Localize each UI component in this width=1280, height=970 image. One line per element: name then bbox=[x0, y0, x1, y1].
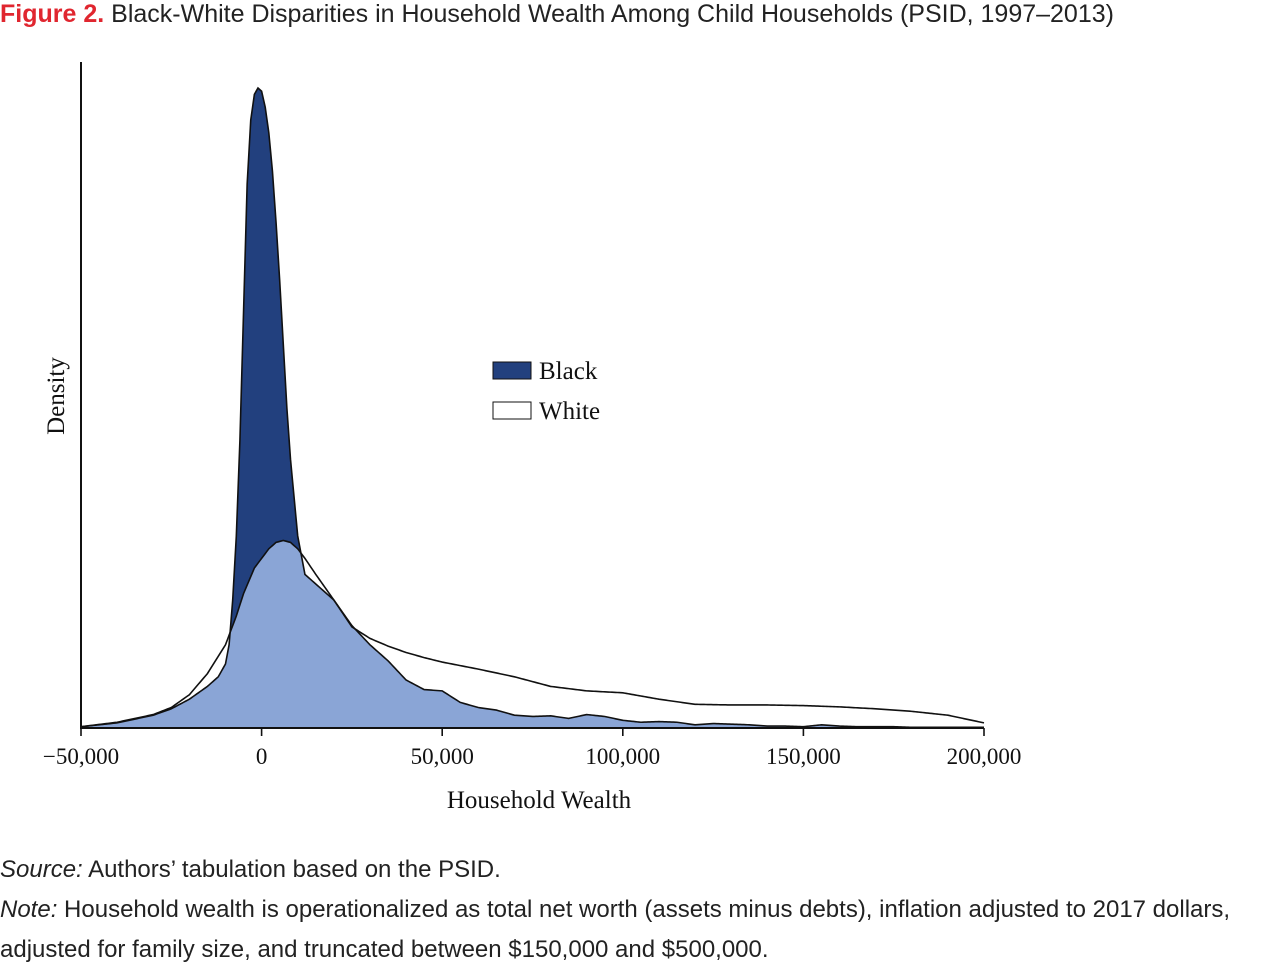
legend-label-white: White bbox=[539, 398, 600, 425]
legend-label-black: Black bbox=[539, 358, 598, 385]
x-tick-label: 50,000 bbox=[411, 744, 474, 769]
x-tick-label: 100,000 bbox=[585, 744, 660, 769]
x-tick-label: 150,000 bbox=[766, 744, 841, 769]
note-text: Household wealth is operationalized as t… bbox=[0, 896, 1231, 963]
black-density-area bbox=[81, 88, 984, 728]
density-chart: −50,000 0 50,000 100,000 150,000 200,000 Hous… bbox=[43, 62, 1021, 814]
source-lead: Source: bbox=[0, 856, 83, 883]
x-tick-label: −50,000 bbox=[43, 744, 119, 769]
figure-notes: Source: Authors’ tabulation based on the… bbox=[0, 850, 1280, 970]
legend-swatch-black bbox=[492, 361, 532, 380]
note-lead: Note: bbox=[0, 896, 58, 923]
x-axis-title: Household Wealth bbox=[447, 787, 632, 814]
method-note: Note: Household wealth is operationalize… bbox=[0, 890, 1280, 970]
source-text: Authors’ tabulation based on the PSID. bbox=[88, 856, 501, 883]
black-density-line bbox=[80, 86, 984, 729]
x-tick-label: 200,000 bbox=[947, 744, 1022, 769]
white-density-line bbox=[80, 539, 985, 728]
legend-swatch-white bbox=[492, 401, 532, 420]
figure-label: Figure 2. bbox=[0, 0, 105, 28]
y-axis-title: Density bbox=[43, 357, 70, 435]
x-ticks: −50,000 0 50,000 100,000 150,000 200,000 bbox=[43, 728, 1021, 769]
legend: Black White bbox=[492, 358, 600, 425]
source-note: Source: Authors’ tabulation based on the… bbox=[0, 850, 1280, 890]
x-tick-label: 0 bbox=[256, 744, 268, 769]
plot-areas bbox=[80, 86, 985, 729]
figure-title-text: Black-White Disparities in Household Wea… bbox=[111, 0, 1114, 28]
overlap-density-area bbox=[81, 540, 984, 728]
figure-title: Figure 2. Black-White Disparities in Hou… bbox=[0, 0, 1280, 32]
